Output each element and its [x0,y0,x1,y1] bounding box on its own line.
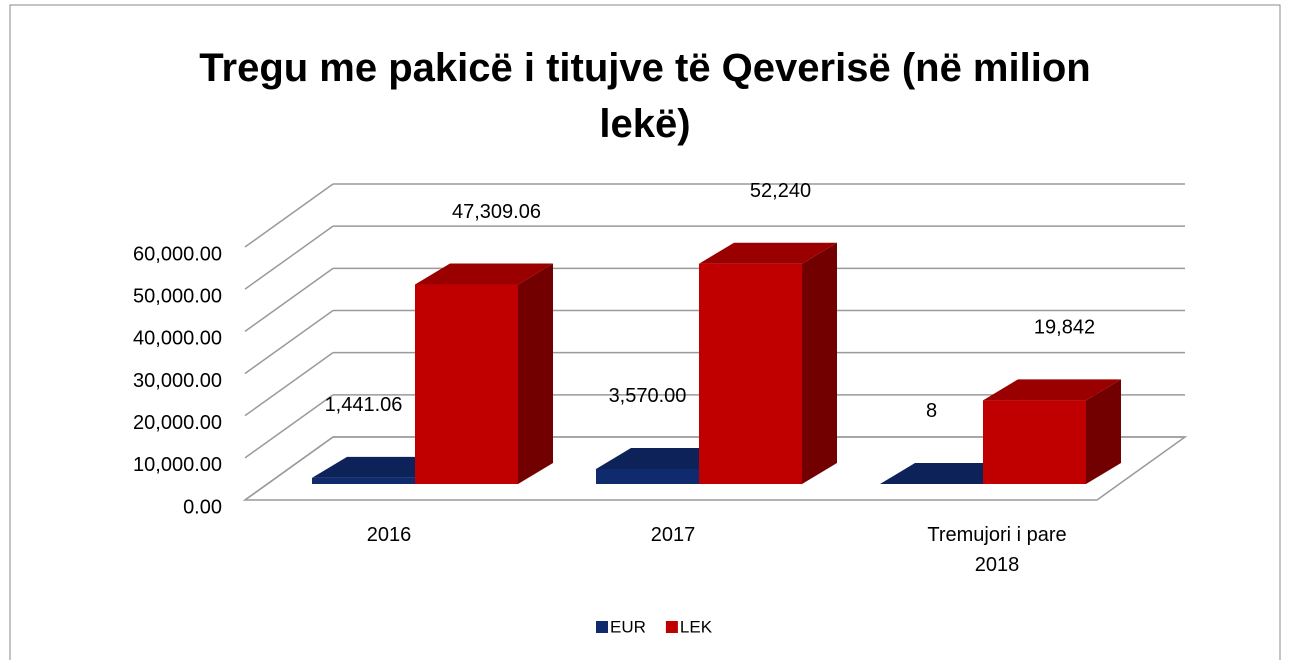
chart-title: Tregu me pakicë i titujve të Qeverisë (n… [199,46,1091,146]
y-tick-label: 40,000.00 [133,328,222,350]
x-tick-label: 2017 [650,524,696,546]
y-tick-label: 30,000.00 [133,370,222,392]
bar-side [518,263,553,484]
bar [596,468,699,484]
data-label: 3,570.00 [609,385,687,407]
bar-top [699,242,837,264]
y-tick-label: 0.00 [183,496,222,518]
bar [699,263,802,484]
data-label: 52,240 [750,180,811,202]
y-tick-label: 50,000.00 [133,285,222,307]
y-tick-label: 60,000.00 [133,243,222,265]
bar [312,477,415,484]
legend-swatch [596,621,608,633]
x-tick-label: 2016 [366,524,412,546]
grid-line [244,436,334,501]
grid-line [244,225,334,290]
data-label: 1,441.06 [325,394,403,416]
bar-top [983,379,1121,401]
legend-label: EUR [610,617,646,636]
data-label: 47,309.06 [452,201,541,223]
bar-side [1086,379,1121,484]
data-label: 19,842 [1034,317,1095,339]
x-tick-label: Tremujori i pare 2018 [927,524,1067,576]
grid-line [244,394,334,459]
grid-line [244,183,334,248]
bar-side [802,242,837,484]
grid-line [244,309,334,375]
legend-label: LEK [680,617,713,636]
legend-swatch [665,621,678,633]
bar [983,400,1086,484]
grid-line [244,352,334,417]
chart-border [9,4,1281,660]
bar [415,284,518,484]
bar-top [415,263,553,285]
data-label: 8 [926,400,937,422]
grid-line [244,267,334,332]
y-tick-label: 20,000.00 [133,412,222,434]
y-tick-label: 10,000.00 [133,454,222,476]
